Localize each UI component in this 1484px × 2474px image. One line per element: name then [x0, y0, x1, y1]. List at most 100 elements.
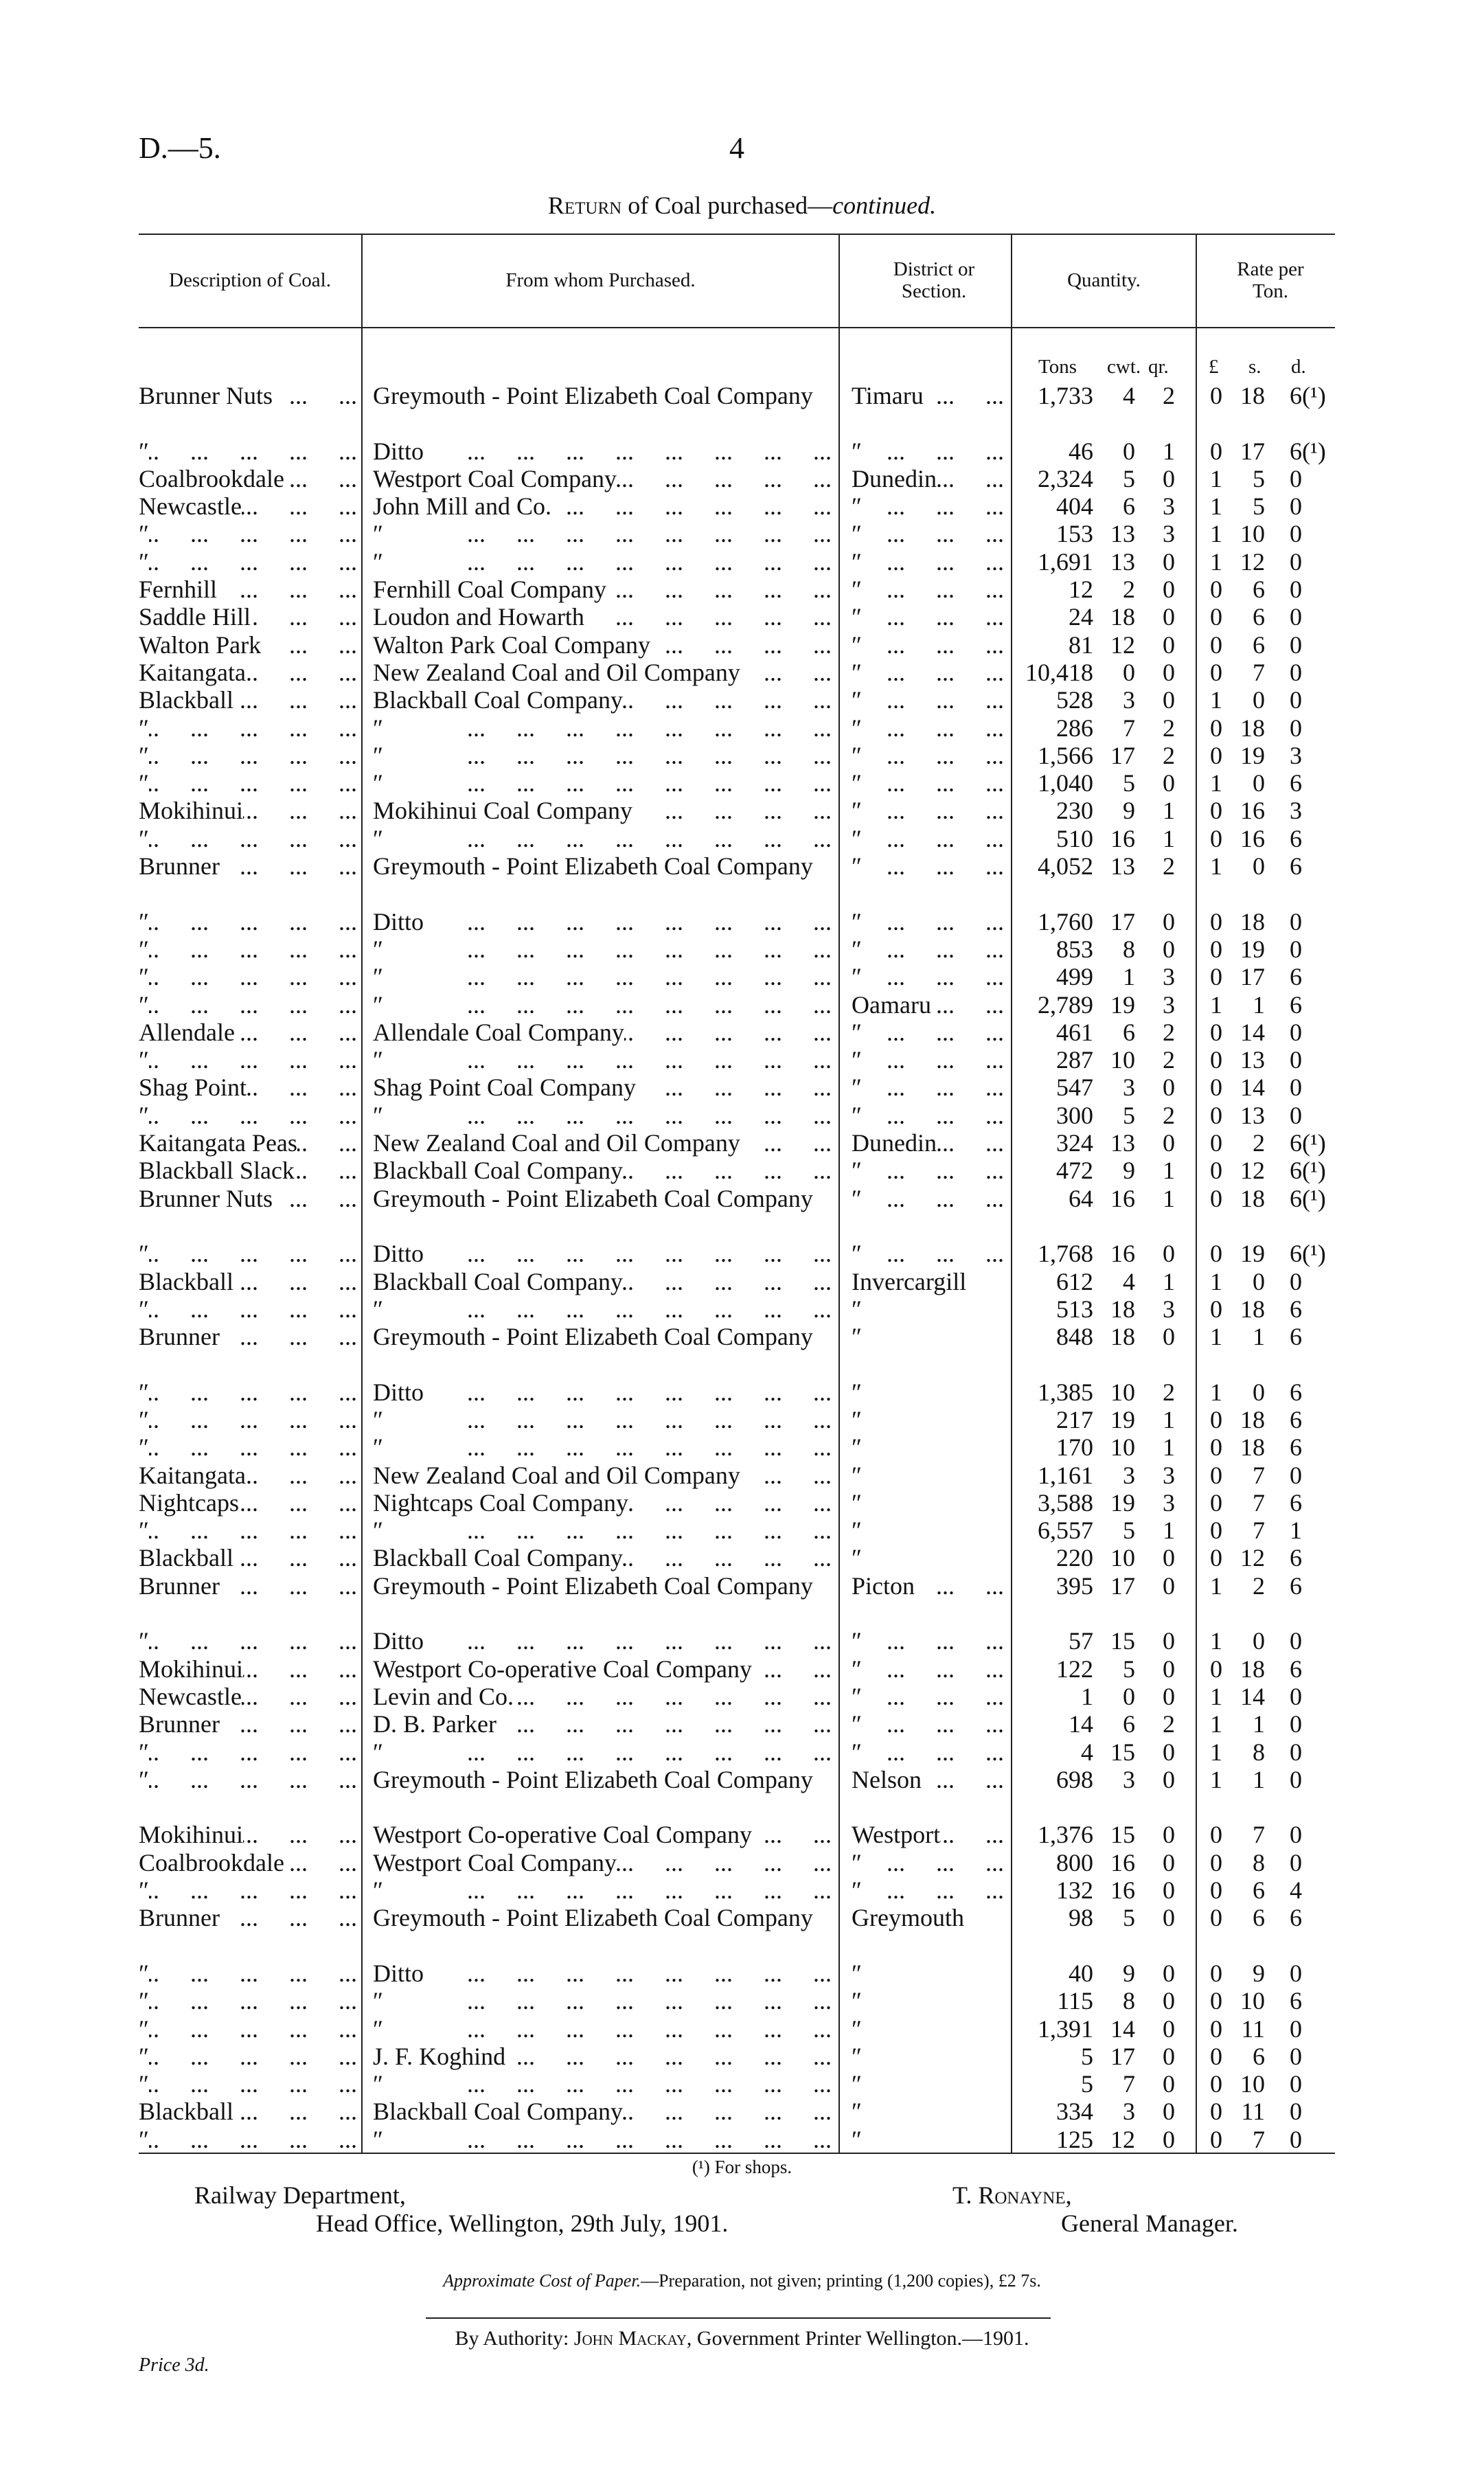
quantity-qr: 0: [1163, 1323, 1175, 1351]
quantity-cwt: 9: [1123, 1959, 1135, 1987]
purchased-from: Loudon and Howarth: [373, 603, 832, 631]
district: ″: [852, 548, 1004, 576]
quantity-cwt: 18: [1110, 1295, 1135, 1323]
quantity-tons: 153: [1056, 520, 1093, 548]
dot-leader: [243, 1821, 357, 1848]
district: ″: [852, 1849, 1004, 1876]
dot-leader: [862, 1683, 1004, 1710]
purchased-from: Ditto: [373, 438, 832, 465]
purchased-from-text: ″: [373, 1405, 383, 1433]
dot-leader: [862, 631, 1004, 659]
quantity-cwt: 2: [1123, 576, 1135, 604]
district: ″: [852, 1323, 1004, 1350]
quantity-cwt: 10: [1110, 1378, 1135, 1406]
purchased-from: New Zealand Coal and Oil Company: [373, 659, 832, 686]
purchased-from: Ditto: [373, 908, 832, 935]
purchased-from-text: Ditto: [373, 437, 424, 465]
dot-leader: [242, 1683, 357, 1710]
quantity-cwt: 10: [1110, 1046, 1135, 1074]
quantity-cwt: 16: [1110, 1848, 1135, 1876]
rate-shillings: 6: [1253, 576, 1265, 604]
dot-leader: [383, 1517, 832, 1544]
rate-pence: 0: [1290, 631, 1302, 659]
column-divider: [838, 234, 840, 2153]
purchased-from-text: Greymouth - Point Elizabeth Coal Company: [373, 852, 813, 881]
district: Westport: [852, 1821, 1004, 1848]
dot-leader: [937, 1129, 1004, 1157]
dot-leader: [584, 603, 832, 631]
purchased-from-text: Mokihinui Coal Company: [373, 797, 632, 825]
dot-leader: [623, 1544, 832, 1571]
dot-leader: [424, 1378, 832, 1406]
quantity-qr: 0: [1163, 907, 1175, 935]
dot-leader: [220, 852, 357, 880]
rate-pounds: 0: [1210, 1461, 1222, 1489]
table-row: Brunner Greymouth - Point Elizabeth Coal …: [0, 1572, 1484, 1628]
quantity-cwt: 3: [1123, 686, 1135, 714]
coal-description-text: ″: [139, 1987, 149, 2015]
rate-pence: 0: [1290, 1018, 1302, 1046]
rate-shillings: 18: [1240, 1405, 1265, 1433]
quantity-cwt: 7: [1123, 714, 1135, 742]
district: ″: [852, 742, 1004, 769]
quantity-cwt: 6: [1123, 492, 1135, 521]
coal-description: ″: [139, 2126, 357, 2153]
rate-pounds: 0: [1210, 2125, 1222, 2153]
purchased-from: ″: [373, 520, 832, 547]
coal-description: Mokihinui: [139, 1821, 357, 1848]
coal-description: ″: [139, 520, 357, 547]
quantity-qr: 2: [1163, 1101, 1175, 1129]
rate-shillings: 2: [1253, 1129, 1265, 1157]
coal-description: ″: [139, 2043, 357, 2070]
dot-leader: [862, 1627, 1004, 1655]
dot-leader: [220, 1572, 357, 1600]
district-text: ″: [852, 1517, 862, 1545]
dot-leader: [383, 1987, 832, 2015]
quantity-tons: 24: [1069, 603, 1093, 631]
dot-leader: [383, 1433, 832, 1461]
dot-leader: [383, 963, 832, 990]
dot-leader: [273, 1185, 357, 1212]
purchased-from: Westport Co-operative Coal Company: [373, 1655, 832, 1683]
quantity-qr: 1: [1163, 1184, 1175, 1212]
coal-description: ″: [139, 438, 357, 465]
district-text: ″: [852, 437, 862, 465]
coal-description: ″: [139, 935, 357, 963]
district: ″: [852, 2126, 1004, 2153]
quantity-tons: 1,161: [1038, 1461, 1093, 1489]
purchased-from-text: Nightcaps Coal Company: [373, 1488, 628, 1517]
district-text: ″: [852, 935, 862, 963]
quantity-qr: 1: [1163, 797, 1175, 825]
dot-leader: [862, 1019, 1004, 1046]
quantity-cwt: 3: [1123, 1461, 1135, 1489]
quantity-cwt: 6: [1123, 1018, 1135, 1046]
purchased-from: Ditto: [373, 1960, 832, 1987]
rate-pounds: 1: [1210, 769, 1222, 797]
quantity-cwt: 5: [1123, 769, 1135, 797]
rate-pounds: 0: [1210, 1544, 1222, 1572]
rate-pence: 6: [1290, 1987, 1302, 2015]
quantity-tons: 286: [1056, 714, 1093, 742]
dot-leader: [149, 825, 357, 852]
coal-description: Brunner Nuts: [139, 382, 357, 409]
rate-pence: 6(¹): [1290, 382, 1326, 409]
dot-leader: [551, 492, 832, 520]
district-text: ″: [852, 824, 862, 852]
quantity-qr: 3: [1163, 1488, 1175, 1517]
dot-leader: [628, 1489, 832, 1517]
dot-leader: [862, 1876, 1004, 1904]
rate-shillings: 18: [1240, 1433, 1265, 1462]
dot-leader: [862, 935, 1004, 963]
table-row: ″ ″ ″ 1,691 13 0 1 12 0: [0, 548, 1484, 576]
quantity-tons: 1,376: [1038, 1821, 1093, 1849]
dot-leader: [235, 1019, 357, 1046]
dot-leader: [623, 1157, 832, 1184]
quantity-qr: 3: [1163, 520, 1175, 548]
district: ″: [852, 1987, 1004, 2015]
column-divider: [1011, 234, 1012, 2153]
coal-description: Blackball: [139, 2098, 357, 2125]
dot-leader: [862, 686, 1004, 714]
